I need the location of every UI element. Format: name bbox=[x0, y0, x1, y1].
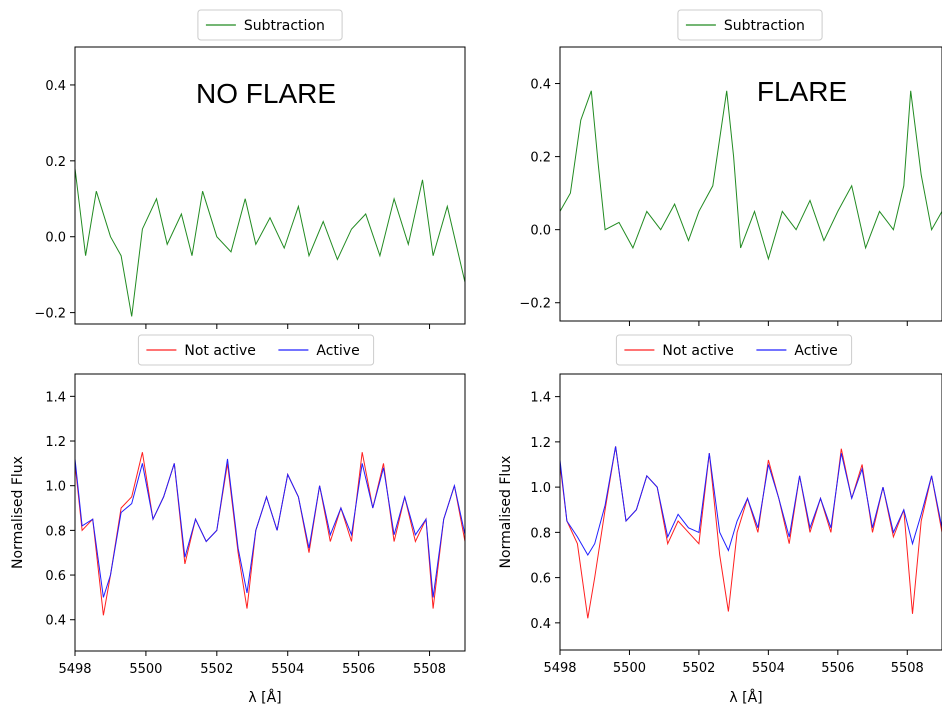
y-tick-label: −0.2 bbox=[34, 307, 66, 322]
y-tick-label: 1.2 bbox=[530, 436, 551, 451]
panel-annotation: NO FLARE bbox=[196, 78, 336, 109]
y-tick-label: 0.4 bbox=[530, 78, 551, 93]
chart-panel-bottom-right: 0.4 0.6 0.8 1.0 1.2 1.4 5498 5500 5502 5504 5506 55… bbox=[498, 334, 942, 706]
series-line-active bbox=[560, 446, 942, 556]
legend: Subtraction bbox=[677, 9, 823, 41]
axes-frame bbox=[74, 46, 466, 325]
chart-panel-bottom-left: 0.4 0.6 0.8 1.0 1.2 1.4 5498 5500 5502 5504 5506 55… bbox=[10, 334, 466, 706]
axes-frame bbox=[559, 373, 942, 651]
x-axis-label: λ [Å] bbox=[729, 689, 762, 706]
y-tick-label: 1.2 bbox=[45, 435, 66, 450]
x-tick-label: 5504 bbox=[271, 662, 304, 677]
y-tick-label: 1.0 bbox=[45, 480, 66, 495]
y-tick-label: 0.0 bbox=[530, 224, 551, 239]
series-line-active bbox=[75, 458, 465, 598]
x-tick-label: 5502 bbox=[200, 662, 233, 677]
series-line-subtraction bbox=[560, 90, 942, 261]
x-tick-label: 5506 bbox=[342, 662, 375, 677]
legend-box bbox=[677, 9, 823, 41]
x-tick-label: 5498 bbox=[543, 661, 576, 676]
series-line-not-active bbox=[560, 446, 942, 619]
y-tick-label: 0.8 bbox=[530, 526, 551, 541]
y-axis-label: Normalised Flux bbox=[10, 456, 26, 569]
panel-annotation: FLARE bbox=[757, 76, 847, 107]
legend: Not active Active bbox=[137, 334, 375, 366]
axes-frame bbox=[74, 373, 466, 652]
series-line-subtraction bbox=[75, 168, 465, 317]
x-axis-label: λ [Å] bbox=[248, 689, 281, 706]
y-tick-label: 1.4 bbox=[530, 391, 551, 406]
legend-label: Subtraction bbox=[244, 18, 325, 34]
y-tick-label: 1.0 bbox=[530, 481, 551, 496]
y-tick-label: 0.6 bbox=[530, 572, 551, 587]
axes-frame bbox=[559, 46, 942, 322]
x-tick-label: 5500 bbox=[613, 661, 646, 676]
y-tick-label: 0.0 bbox=[45, 231, 66, 246]
y-tick-label: 0.4 bbox=[530, 617, 551, 632]
chart-panel-top-right: −0.2 0.0 0.2 0.4 FLARE Subtraction bbox=[519, 9, 942, 326]
x-tick-label: 5500 bbox=[129, 662, 162, 677]
legend-label: Not active bbox=[184, 343, 256, 359]
y-tick-label: 0.6 bbox=[45, 569, 66, 584]
y-axis-label: Normalised Flux bbox=[498, 456, 514, 569]
legend: Subtraction bbox=[197, 9, 343, 41]
series-line-not-active bbox=[75, 452, 465, 616]
legend-label: Subtraction bbox=[724, 18, 805, 34]
legend-label: Active bbox=[316, 343, 359, 359]
x-tick-label: 5508 bbox=[891, 661, 924, 676]
y-tick-label: 0.8 bbox=[45, 524, 66, 539]
legend-box bbox=[137, 334, 375, 366]
x-tick-label: 5506 bbox=[821, 661, 854, 676]
y-tick-label: 0.4 bbox=[45, 614, 66, 629]
x-tick-label: 5508 bbox=[413, 662, 446, 677]
y-tick-label: 1.4 bbox=[45, 390, 66, 405]
x-tick-label: 5504 bbox=[752, 661, 785, 676]
chart-panel-top-left: −0.2 0.0 0.2 0.4 NO FLARE Subtraction bbox=[34, 9, 466, 329]
legend: Not active Active bbox=[615, 334, 853, 366]
x-tick-label: 5498 bbox=[58, 662, 91, 677]
legend-label: Active bbox=[794, 343, 837, 359]
y-tick-label: 0.2 bbox=[530, 151, 551, 166]
y-tick-label: 0.2 bbox=[45, 155, 66, 170]
y-tick-label: 0.4 bbox=[45, 79, 66, 94]
x-tick-label: 5502 bbox=[682, 661, 715, 676]
legend-label: Not active bbox=[662, 343, 734, 359]
legend-box bbox=[197, 9, 343, 41]
legend-box bbox=[615, 334, 853, 366]
y-tick-label: −0.2 bbox=[519, 297, 551, 312]
